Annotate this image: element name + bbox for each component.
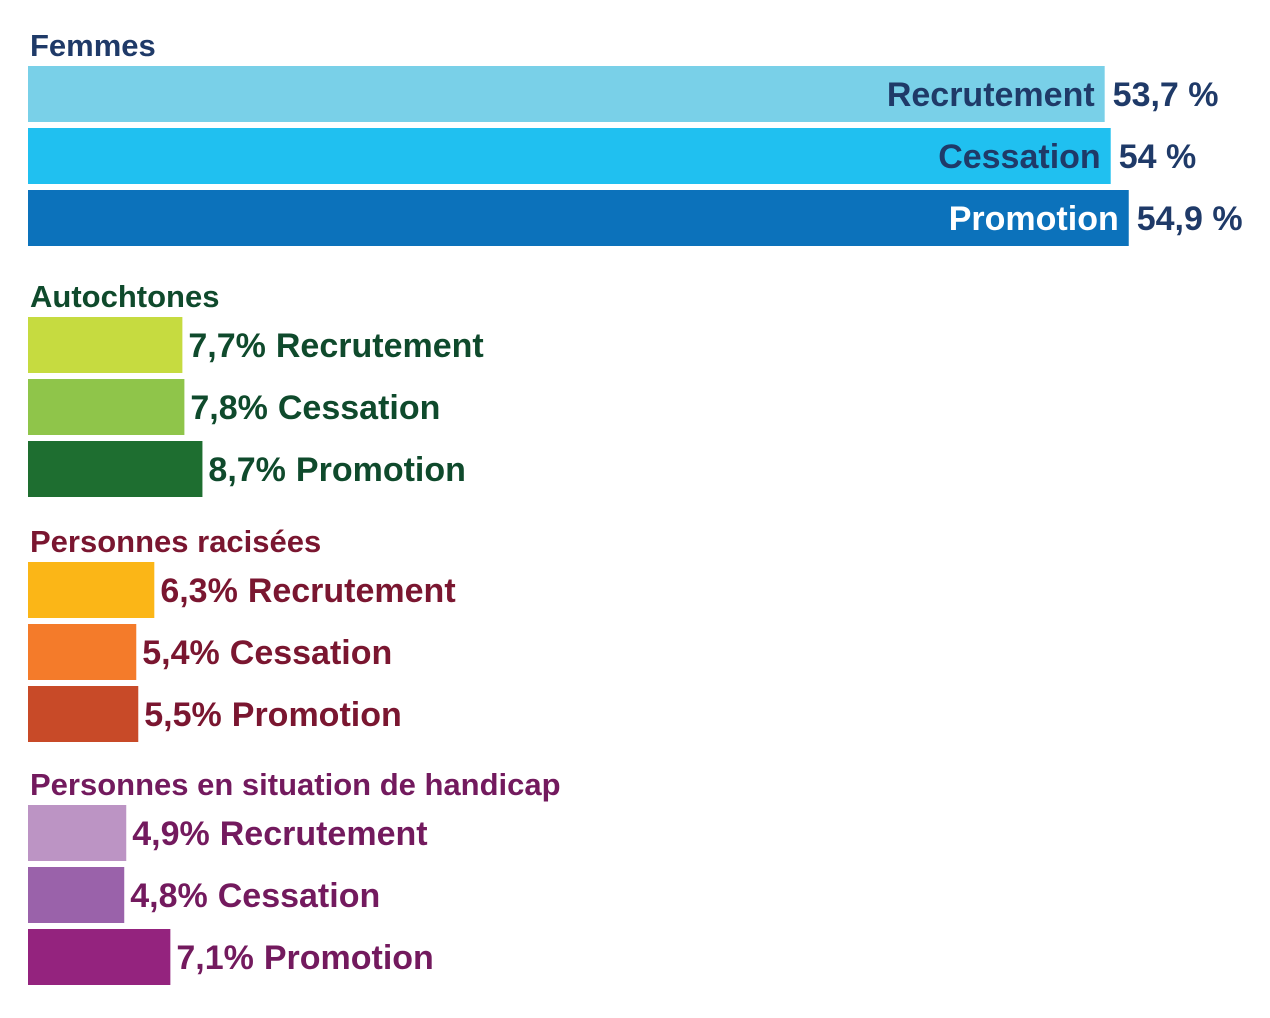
bar-personnes-racisees-promotion xyxy=(28,686,139,742)
bar-personnes-racisees-recrutement xyxy=(28,562,155,618)
value-label-femmes-recrutement: 53,7 % xyxy=(1113,76,1219,114)
bar-personnes-racisees-cessation xyxy=(28,624,137,680)
value-label-autochtones-cessation: 7,8% xyxy=(190,389,268,427)
group-personnes-en-situation-de-handicap: Personnes en situation de handicap 4,9% Re… xyxy=(28,767,561,985)
group-title-femmes: Femmes xyxy=(30,28,156,63)
data-label-autochtones-cessation: 7,8% Cessation xyxy=(190,389,440,427)
group-title-personnes-racisees: Personnes racisées xyxy=(30,524,321,559)
data-label-personnes-en-situation-de-handicap-cessation: 4,8% Cessation xyxy=(130,877,380,915)
bar-autochtones-cessation xyxy=(28,379,185,435)
value-label-personnes-en-situation-de-handicap-recrutement: 4,9% xyxy=(132,815,210,853)
data-label-personnes-racisees-cessation: 5,4% Cessation xyxy=(142,634,392,672)
category-label-personnes-en-situation-de-handicap-recrutement: Recrutement xyxy=(220,815,428,853)
category-label-personnes-racisees-recrutement: Recrutement xyxy=(248,572,456,610)
bar-personnes-en-situation-de-handicap-cessation xyxy=(28,867,125,923)
value-label-autochtones-recrutement: 7,7% xyxy=(188,327,266,365)
bar-femmes-promotion xyxy=(28,190,1129,246)
bar-personnes-en-situation-de-handicap-promotion xyxy=(28,929,171,985)
category-label-personnes-en-situation-de-handicap-promotion: Promotion xyxy=(264,939,434,977)
bar-autochtones-recrutement xyxy=(28,317,183,373)
value-label-personnes-racisees-promotion: 5,5% xyxy=(144,696,222,734)
value-label-personnes-en-situation-de-handicap-cessation: 4,8% xyxy=(130,877,208,915)
bar-personnes-en-situation-de-handicap-recrutement xyxy=(28,805,127,861)
value-label-femmes-cessation: 54 % xyxy=(1119,138,1197,176)
data-label-autochtones-recrutement: 7,7% Recrutement xyxy=(188,327,483,365)
category-label-autochtones-promotion: Promotion xyxy=(296,451,466,489)
value-label-femmes-promotion: 54,9 % xyxy=(1137,200,1243,238)
category-label-femmes-recrutement: Recrutement xyxy=(887,76,1095,114)
data-label-personnes-racisees-promotion: 5,5% Promotion xyxy=(144,696,401,734)
category-label-personnes-en-situation-de-handicap-cessation: Cessation xyxy=(218,877,380,915)
value-label-personnes-racisees-recrutement: 6,3% xyxy=(160,572,238,610)
data-label-personnes-racisees-recrutement: 6,3% Recrutement xyxy=(160,572,455,610)
group-personnes-racisees: Personnes racisées 6,3% Recrutement 5,4% Ces… xyxy=(28,524,456,742)
bar-femmes-cessation xyxy=(28,128,1111,184)
group-title-personnes-en-situation-de-handicap: Personnes en situation de handicap xyxy=(30,767,561,802)
data-label-autochtones-promotion: 8,7% Promotion xyxy=(208,451,465,489)
value-label-personnes-racisees-cessation: 5,4% xyxy=(142,634,220,672)
value-label-personnes-en-situation-de-handicap-promotion: 7,1% xyxy=(176,939,254,977)
value-label-autochtones-promotion: 8,7% xyxy=(208,451,286,489)
bar-femmes-recrutement xyxy=(28,66,1105,122)
category-label-femmes-cessation: Cessation xyxy=(938,138,1101,176)
category-label-autochtones-recrutement: Recrutement xyxy=(276,327,484,365)
group-title-autochtones: Autochtones xyxy=(30,279,219,314)
bar-autochtones-promotion xyxy=(28,441,203,497)
category-label-personnes-racisees-cessation: Cessation xyxy=(230,634,393,672)
category-label-femmes-promotion: Promotion xyxy=(949,200,1119,238)
data-label-personnes-en-situation-de-handicap-promotion: 7,1% Promotion xyxy=(176,939,433,977)
category-label-personnes-racisees-promotion: Promotion xyxy=(232,696,402,734)
data-label-personnes-en-situation-de-handicap-recrutement: 4,9% Recrutement xyxy=(132,815,427,853)
category-label-autochtones-cessation: Cessation xyxy=(278,389,441,427)
group-femmes: Femmes Recrutement 53,7 % Cessation 54 %Prom… xyxy=(28,28,1243,246)
